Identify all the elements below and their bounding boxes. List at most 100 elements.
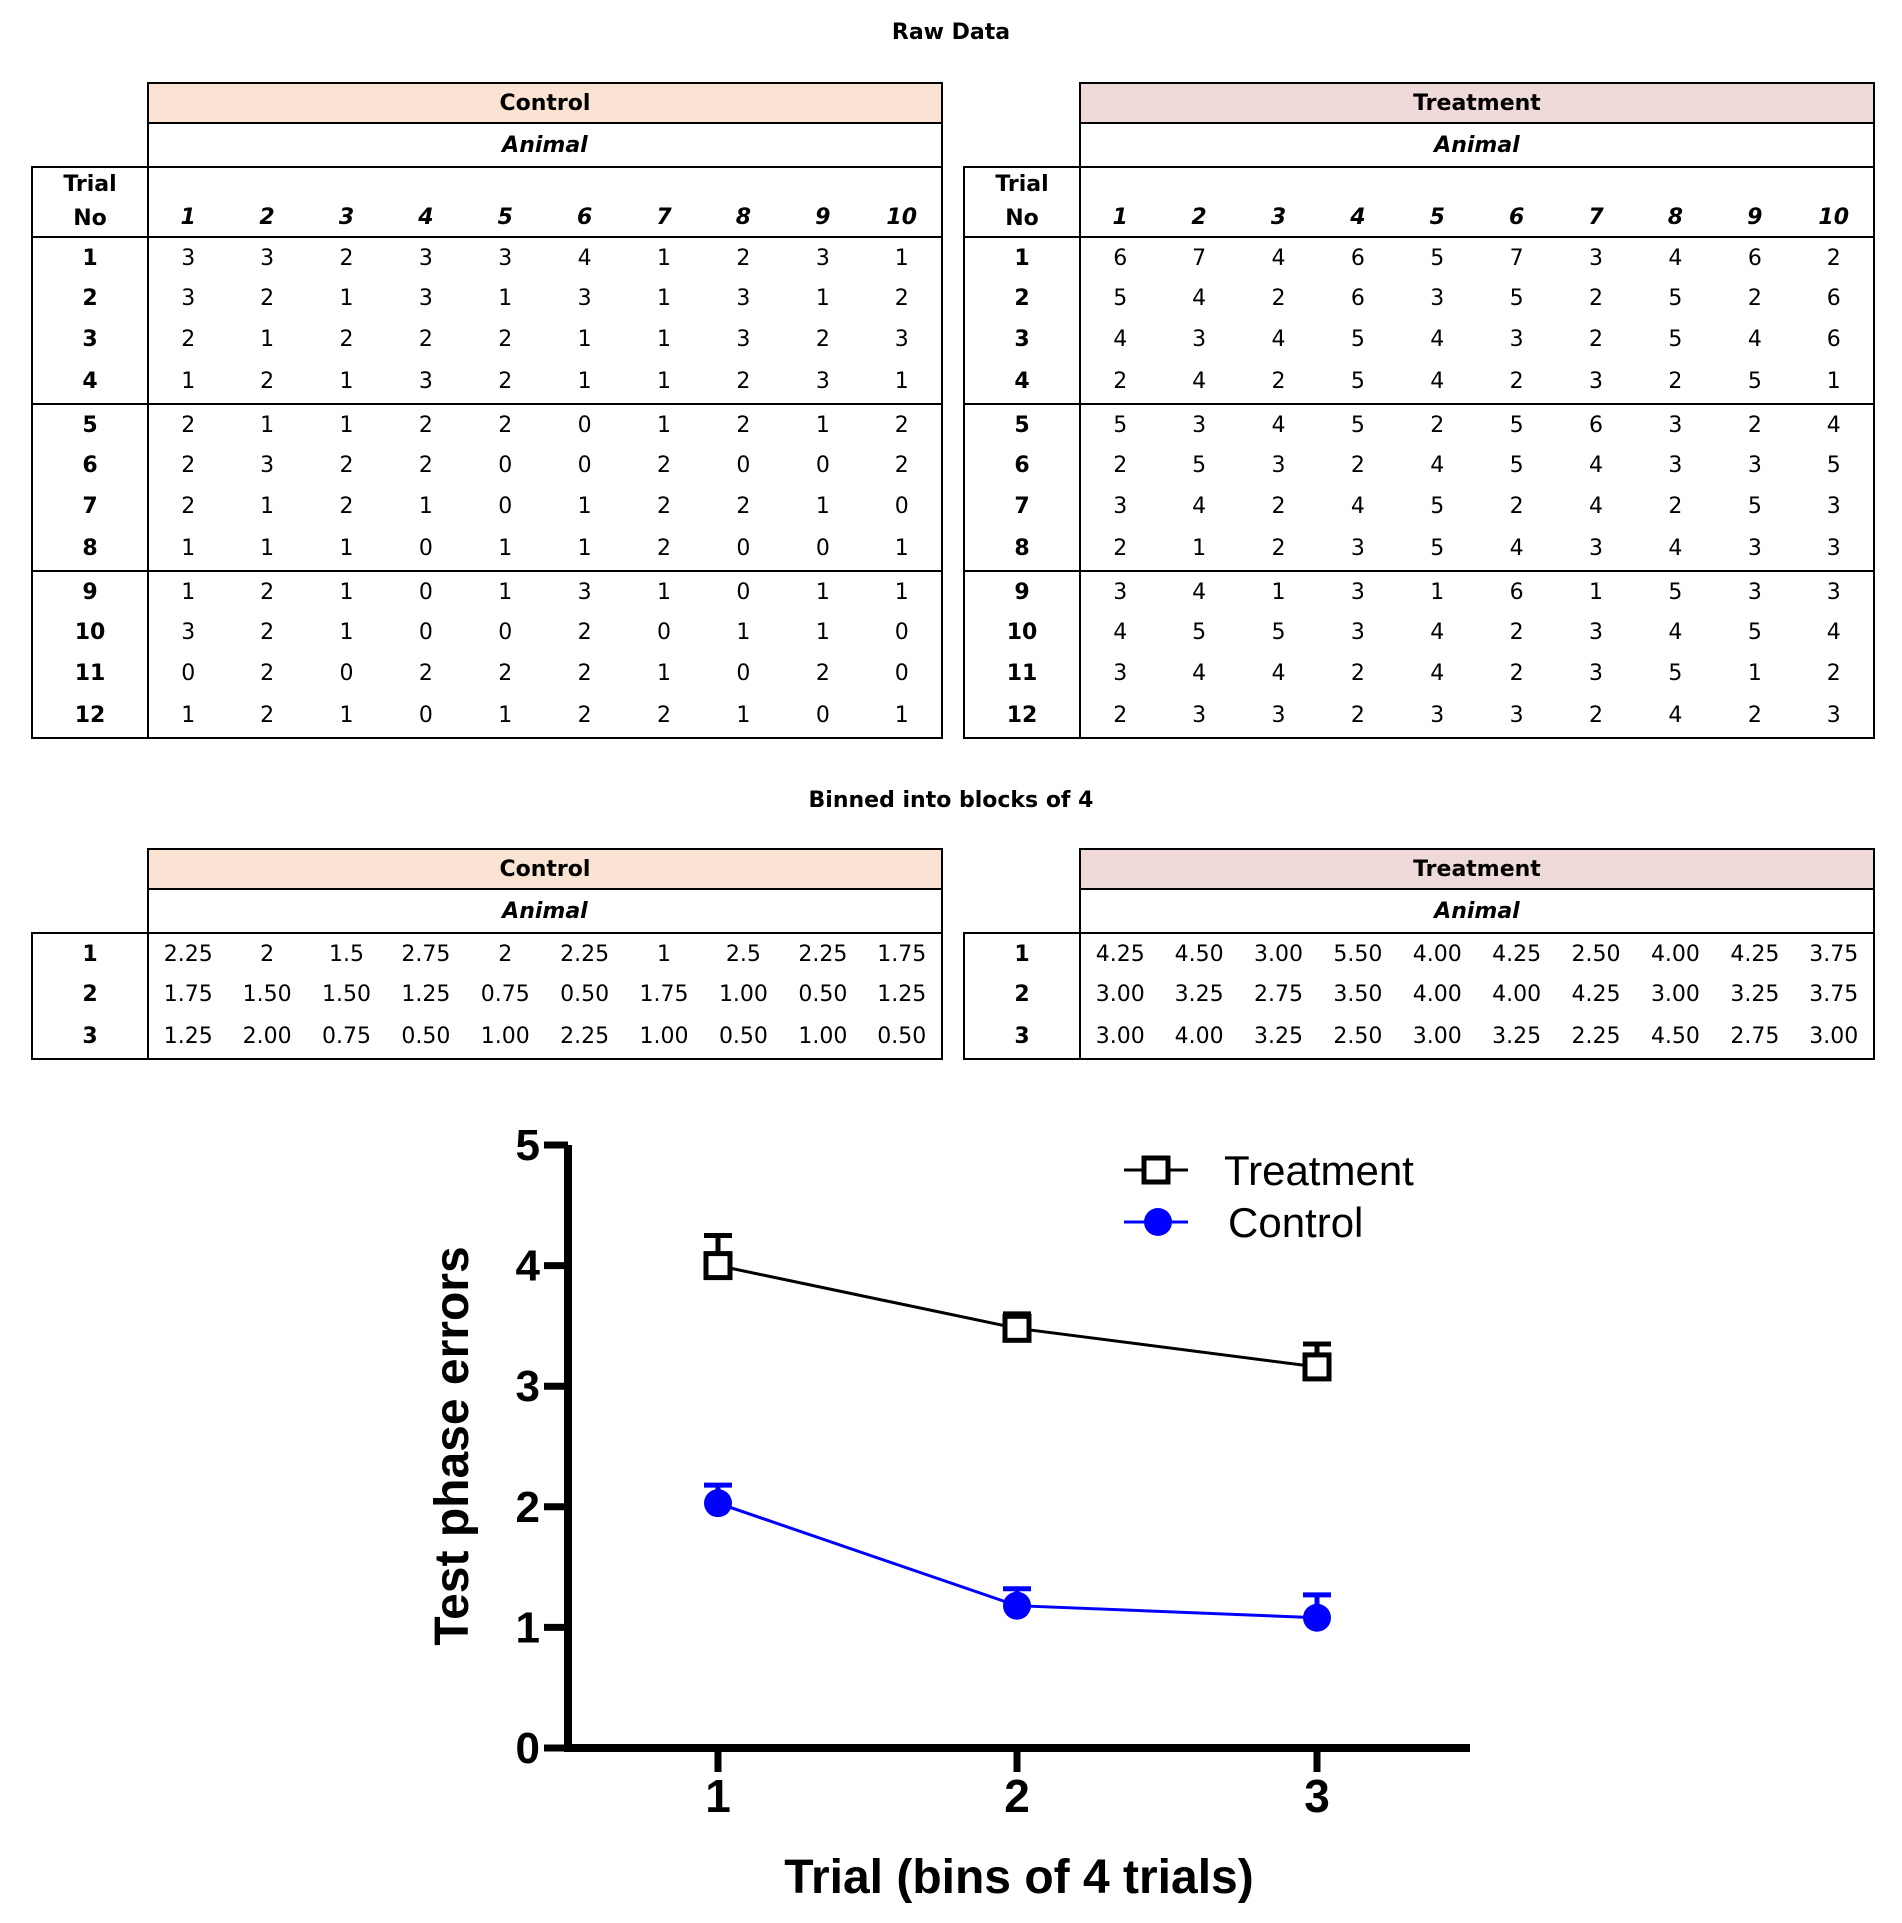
table-row: 10 3 2 1 0 0 2 0 1 1 0 — [31, 612, 943, 653]
table-cell: 3.50 — [1333, 982, 1383, 1007]
table-cell: 2 — [1715, 694, 1795, 739]
data-point — [1302, 1352, 1332, 1382]
table-cell: 2 — [1318, 694, 1398, 739]
animal-number: 5 — [1397, 166, 1477, 238]
table-cell: 1 — [657, 286, 672, 311]
table-cell: 6 — [1080, 236, 1160, 278]
table-row: 1 4.25 4.50 3.00 5.50 4.00 4.25 2.50 4.00 4.25 3.7… — [963, 932, 1875, 974]
table-cell: 5 — [1747, 494, 1762, 519]
table-cell: 2 — [862, 278, 943, 319]
table-cell: 3.25 — [1476, 1015, 1557, 1060]
table-cell: 4 — [1747, 327, 1762, 352]
table-cell: 0 — [181, 661, 196, 686]
table-cell: 4.00 — [1635, 932, 1716, 974]
table-cell: 4.00 — [1397, 932, 1477, 974]
table-cell: 2.00 — [227, 1015, 307, 1060]
row-label: 12 — [963, 694, 1081, 739]
raw-control-table: Control Animal Trial No 1 2 3 4 5 6 7 8 9 10 1 3 3 2 3 3 4 1 2… — [31, 82, 943, 739]
table-cell: 2.25 — [148, 932, 228, 974]
table-cell: 2 — [1271, 286, 1286, 311]
table-cell: 3 — [181, 620, 196, 645]
table-cell: 0.50 — [703, 1015, 784, 1060]
table-cell: 2.75 — [386, 932, 466, 974]
table-cell: 3 — [1509, 327, 1524, 352]
table-cell: 3 — [1589, 620, 1604, 645]
trial-label-line2: No — [73, 206, 107, 231]
table-cell: 2 — [657, 536, 672, 561]
table-cell: 4 — [1238, 236, 1319, 278]
y-tick-label: 0 — [516, 1724, 540, 1773]
table-cell: 3 — [815, 369, 830, 394]
table-cell: 1 — [783, 570, 863, 612]
row-label: 11 — [963, 653, 1081, 694]
table-cell: 2 — [703, 403, 784, 445]
row-label: 7 — [963, 486, 1081, 527]
binned-treatment-table: Treatment Animal 1 4.25 4.50 3.00 5.50 4.00 4.25… — [963, 848, 1875, 1060]
table-cell: 1 — [181, 369, 196, 394]
table-cell: 4 — [544, 236, 625, 278]
table-cell: 0 — [815, 453, 830, 478]
table-cell: 2 — [1509, 661, 1524, 686]
table-row: 11 3 4 4 2 4 2 3 5 1 2 — [963, 653, 1875, 694]
table-cell: 1 — [862, 360, 943, 404]
legend-item: Treatment — [1124, 1147, 1414, 1194]
table-cell: 5 — [1430, 536, 1445, 561]
animal-number: 1 — [148, 166, 228, 238]
table-cell: 3 — [1589, 536, 1604, 561]
table-cell: 1 — [306, 570, 387, 612]
table-cell: 4 — [1271, 661, 1286, 686]
table-cell: 2 — [862, 403, 943, 445]
row-label: 10 — [31, 612, 149, 653]
row-label: 12 — [31, 694, 149, 739]
table-cell: 3 — [1794, 486, 1875, 527]
table-cell: 3 — [1159, 694, 1239, 739]
table-cell: 4 — [1192, 494, 1207, 519]
table-cell: 5 — [1668, 286, 1683, 311]
table-cell: 2 — [1509, 494, 1524, 519]
table-cell: 2 — [260, 286, 275, 311]
table-cell: 0 — [498, 453, 513, 478]
table-cell: 2 — [227, 570, 307, 612]
table-cell: 2 — [624, 694, 704, 739]
table-cell: 5 — [1192, 620, 1207, 645]
table-cell: 2 — [544, 694, 625, 739]
table-cell: 3.00 — [1794, 1015, 1875, 1060]
data-point — [703, 1251, 733, 1281]
table-cell: 4 — [1430, 369, 1445, 394]
animal-header: Animal — [147, 122, 943, 168]
table-cell: 1 — [815, 286, 830, 311]
group-header: Treatment — [1079, 848, 1875, 890]
table-cell: 4.00 — [1159, 1015, 1239, 1060]
table-cell: 2.75 — [1715, 1015, 1795, 1060]
table-cell: 5 — [1350, 327, 1365, 352]
table-cell: 1 — [577, 536, 592, 561]
table-row: 2 5 4 2 6 3 5 2 5 2 6 — [963, 278, 1875, 319]
table-cell: 6 — [1794, 278, 1875, 319]
table-cell: 3 — [1159, 403, 1239, 445]
table-cell: 2 — [736, 494, 751, 519]
trial-label-line1: Trial — [63, 172, 117, 197]
table-cell: 3 — [465, 236, 545, 278]
table-cell: 0 — [339, 661, 354, 686]
table-cell: 3 — [577, 286, 592, 311]
table-row: 3 4 3 4 5 4 3 2 5 4 6 — [963, 319, 1875, 360]
table-cell: 3 — [1747, 453, 1762, 478]
table-cell: 1 — [148, 694, 228, 739]
animal-header: Animal — [1079, 122, 1875, 168]
table-cell: 4 — [1635, 694, 1716, 739]
table-cell: 2 — [657, 494, 672, 519]
table-cell: 2.25 — [783, 932, 863, 974]
table-cell: 2 — [1271, 536, 1286, 561]
table-cell: 1 — [418, 494, 433, 519]
table-cell: 5 — [1747, 369, 1762, 394]
table-cell: 1 — [703, 694, 784, 739]
table-cell: 0 — [862, 612, 943, 653]
table-cell: 1 — [306, 403, 387, 445]
table-cell: 4 — [1668, 620, 1683, 645]
row-label: 9 — [31, 570, 149, 612]
legend-item: Control — [1124, 1199, 1363, 1246]
